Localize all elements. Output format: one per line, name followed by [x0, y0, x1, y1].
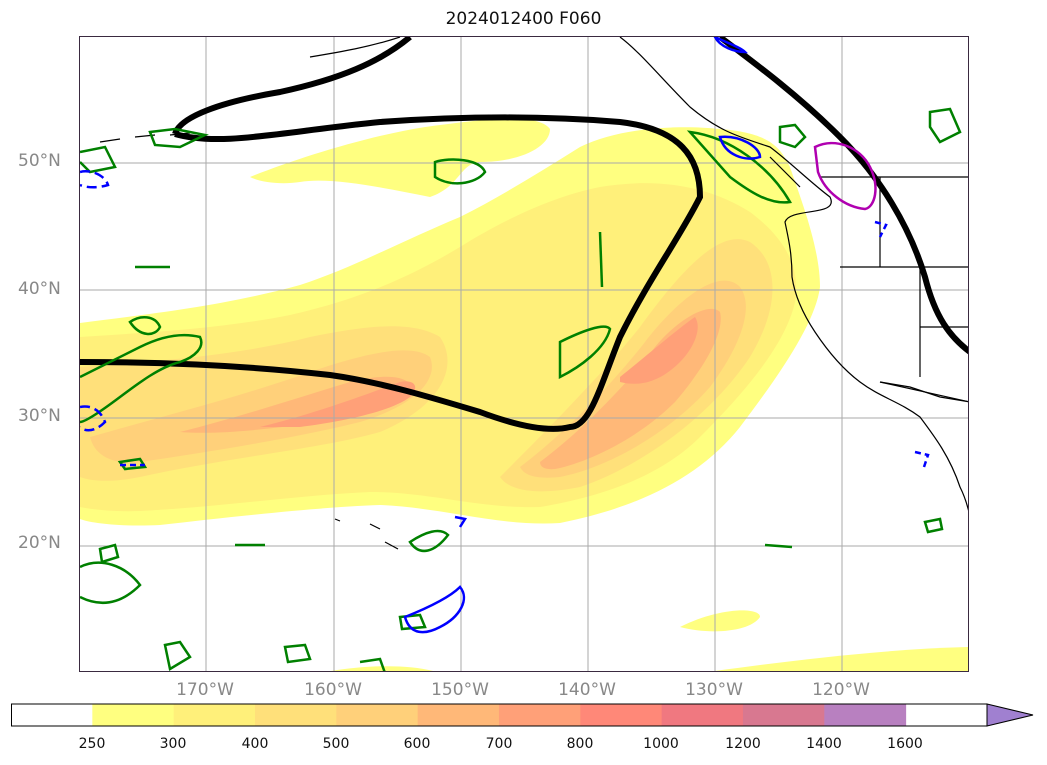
- green-contour-8: [928, 107, 962, 144]
- ivt-250-sw: [331, 666, 433, 671]
- black-contours: [80, 37, 968, 432]
- hawaii-islands: [334, 518, 399, 550]
- colorbar-segment: [498, 704, 581, 726]
- colorbar-segment: [824, 704, 907, 726]
- ivt-600-region: [180, 376, 411, 433]
- lon-label-140w: 140°W: [558, 680, 616, 700]
- black-contour-alaska: [172, 37, 412, 136]
- colorbar-segment: [92, 704, 175, 726]
- colorbar-segment: [417, 704, 500, 726]
- ivt-shading: [80, 118, 968, 671]
- colorbar-tick: 1200: [725, 736, 761, 752]
- green-contour-14: [923, 517, 944, 534]
- blue-contour-9: [454, 515, 468, 528]
- colorbar-tick: 1400: [806, 736, 842, 752]
- colorbar-tick: 600: [403, 736, 431, 752]
- ivt-250-south: [680, 610, 760, 632]
- ivt-250-se: [714, 647, 968, 671]
- green-contour-12: [148, 127, 209, 149]
- colorbar-segment: [580, 704, 663, 726]
- blue-contour-5: [80, 170, 110, 189]
- green-contour-11: [408, 529, 450, 553]
- lon-label-150w: 150°W: [431, 680, 489, 700]
- green-contour-1: [80, 333, 203, 424]
- magenta-contours: [813, 141, 877, 211]
- colorbar-tick: 400: [241, 736, 269, 752]
- colorbar-tick: 1600: [887, 736, 923, 752]
- black-contour-east: [718, 37, 968, 355]
- blue-contour-7: [914, 450, 930, 468]
- colorbar-segment: [336, 704, 419, 726]
- colorbar-segment: [11, 704, 93, 726]
- green-contour-7: [778, 123, 807, 149]
- lat-label-50n: 50°N: [18, 151, 61, 171]
- colorbar-segment: [254, 704, 337, 726]
- green-contour-3: [117, 457, 148, 471]
- coastlines: [99, 37, 968, 550]
- green-contour-4: [433, 158, 487, 185]
- colorbar-tick: 800: [566, 736, 594, 752]
- black-contour-north: [80, 114, 704, 432]
- ivt-700-east: [620, 317, 698, 384]
- colorbar-segment: [742, 704, 825, 726]
- colorbar-extend-arrow: [986, 703, 1034, 727]
- colorbar-segment: [173, 704, 256, 726]
- colorbar: [11, 703, 1034, 727]
- colorbar-tick: 300: [159, 736, 187, 752]
- green-contour-15: [163, 640, 192, 671]
- map-panel[interactable]: [79, 36, 969, 672]
- blue-contour-2: [718, 135, 762, 160]
- mexico-border: [879, 381, 968, 403]
- green-contour-9: [80, 561, 142, 605]
- lat-label-40n: 40°N: [18, 279, 61, 299]
- colorbar-tick: 1000: [643, 736, 679, 752]
- ivt-250-north: [250, 118, 550, 197]
- green-contour-5: [558, 325, 612, 380]
- north-america-coast: [619, 37, 968, 511]
- lon-label-160w: 160°W: [304, 680, 362, 700]
- green-contour-10: [98, 543, 120, 564]
- colorbar-tick: 500: [322, 736, 350, 752]
- ivt-700-west: [260, 381, 416, 427]
- green-contour-2: [128, 316, 162, 336]
- us-state-lines: [840, 177, 968, 403]
- green-contour-16: [283, 643, 312, 664]
- lon-label-120w: 120°W: [812, 680, 870, 700]
- blue-contour-4: [80, 405, 107, 432]
- green-contour-18: [398, 613, 427, 631]
- green-contour-22: [598, 231, 604, 288]
- colorbar-tick: 700: [485, 736, 513, 752]
- map-canvas: [80, 37, 968, 671]
- colorbar-tick: 250: [78, 736, 106, 752]
- vancouver-island: [769, 156, 801, 188]
- green-contour-13: [80, 145, 117, 174]
- colorbar-segment: [661, 704, 744, 726]
- colorbar-outline: [11, 703, 988, 727]
- green-contour-21: [764, 543, 793, 549]
- blue-contour-1: [403, 585, 466, 634]
- lon-label-170w: 170°W: [176, 680, 234, 700]
- blue-contour-8: [874, 220, 888, 238]
- colorbar-segments: [11, 704, 907, 726]
- blue-contours: [80, 37, 930, 634]
- magenta-contour-1: [813, 141, 877, 211]
- alaska-coast: [309, 37, 401, 58]
- blue-contour-3: [713, 37, 749, 54]
- map-title: 2024012400 F060: [445, 9, 602, 29]
- green-contour-17: [359, 657, 386, 671]
- lat-label-30n: 30°N: [18, 406, 61, 426]
- green-contours: [80, 107, 962, 671]
- lat-label-20n: 20°N: [18, 533, 61, 553]
- lon-label-130w: 130°W: [685, 680, 743, 700]
